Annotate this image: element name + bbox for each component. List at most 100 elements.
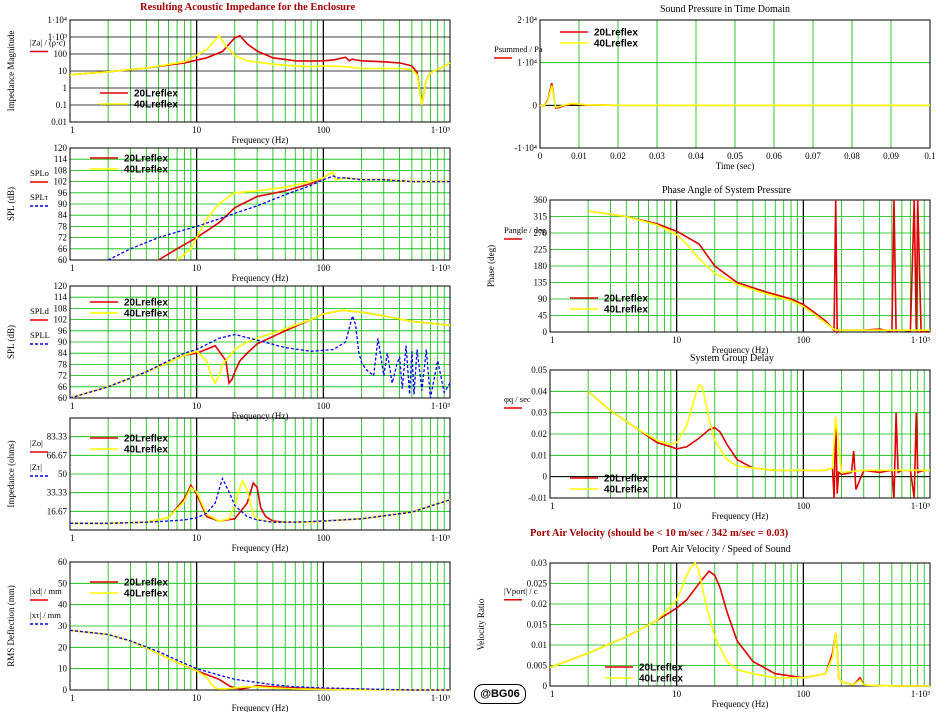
x-tick-label: 100 — [317, 263, 331, 273]
x-tick-label: 1 — [70, 533, 75, 543]
x-axis-label: Frequency (Hz) — [712, 345, 769, 355]
y-tick-label: 0 — [543, 327, 548, 337]
y-tick-label: 1·10⁴ — [517, 58, 537, 68]
y-tick-label: 78 — [58, 221, 68, 231]
y-tick-label: 84 — [58, 210, 68, 220]
y-tick-label: 33.33 — [47, 488, 68, 498]
x-axis-label: Frequency (Hz) — [232, 411, 289, 421]
y-tick-label: 225 — [534, 245, 548, 255]
y-tick-label: 0.015 — [527, 620, 548, 630]
y-expression-label: SPLd — [30, 306, 50, 316]
y-tick-label: 0 — [533, 100, 538, 110]
y-expression-label: SPLo — [30, 168, 49, 178]
legend-label: 20Lreflex — [124, 434, 168, 445]
y-tick-label: 0.01 — [51, 117, 67, 127]
x-tick-label: 1 — [70, 125, 75, 135]
x-tick-label: 100 — [317, 533, 331, 543]
deflection-grid — [69, 561, 451, 691]
series-line-dashed — [70, 476, 451, 524]
series-line-20lreflex — [158, 171, 450, 261]
enclosure-impedance-title: Resulting Acoustic Impedance for the Enc… — [140, 2, 356, 13]
legend-label: 40Lreflex — [639, 674, 683, 685]
x-axis-label: Frequency (Hz) — [232, 543, 289, 553]
y-tick-label: 90 — [538, 294, 548, 304]
y-tick-label: 360 — [534, 195, 548, 205]
y-tick-label: 16.67 — [47, 506, 68, 516]
port-velocity-title: Port Air Velocity / Speed of Sound — [652, 544, 791, 555]
x-tick-label: 0 — [538, 151, 543, 161]
y-tick-label: 100 — [54, 49, 68, 59]
legend-label: 20Lreflex — [639, 663, 683, 674]
y-axis-label: Impedance Magnitude — [6, 31, 16, 112]
x-tick-label: 0.07 — [805, 151, 821, 161]
y-expression-label: |Zτ| — [30, 462, 42, 472]
legend-label: 20Lreflex — [604, 474, 648, 485]
legend-label: 20Lreflex — [604, 294, 648, 305]
phase-angle-title: Phase Angle of System Pressure — [662, 185, 791, 196]
x-tick-label: 0.06 — [766, 151, 782, 161]
y-tick-label: 40 — [58, 600, 68, 610]
y-tick-label: 0.05 — [531, 365, 547, 375]
y-tick-label: 180 — [534, 261, 548, 271]
y-expression-label: |xτ| / mm — [30, 610, 61, 620]
series-line-40lreflex — [69, 309, 451, 399]
y-tick-label: 114 — [54, 292, 68, 302]
y-expression-label: |xd| / mm — [30, 586, 62, 596]
y-expression-label: Pangle / deg — [504, 225, 547, 235]
y-tick-label: -0.01 — [528, 493, 547, 503]
x-tick-label: 1·10³ — [431, 401, 450, 411]
series-line-40lreflex — [587, 383, 930, 474]
x-axis-label: Frequency (Hz) — [712, 699, 769, 709]
y-tick-label: 84 — [58, 348, 68, 358]
legend-label: 40Lreflex — [124, 589, 168, 600]
y-axis-label: SPL (dB) — [6, 187, 16, 221]
y-tick-label: 60 — [58, 557, 68, 567]
x-tick-label: 1·10³ — [431, 125, 450, 135]
x-tick-label: 100 — [797, 335, 811, 345]
y-tick-label: 20 — [58, 642, 68, 652]
x-tick-label: 1·10³ — [431, 533, 450, 543]
series-line-20lreflex — [70, 481, 451, 525]
y-tick-label: 90 — [58, 337, 68, 347]
spl_2-frame — [69, 285, 451, 399]
series-line-40lreflex — [539, 85, 930, 108]
y-tick-label: 30 — [58, 621, 68, 631]
y-expression-label: |Za| / (ρ·c) — [30, 38, 66, 48]
x-axis-label: Frequency (Hz) — [232, 703, 289, 712]
impedance-chart: 1 10 100 1·10³ 16.67 33.33 50 66.67 83.33 Frequen… — [6, 417, 451, 553]
x-tick-label: 100 — [317, 693, 331, 703]
x-axis-label: Frequency (Hz) — [712, 511, 769, 521]
y-expression-label: |Vport| / c — [504, 586, 538, 596]
x-tick-label: 1·10³ — [431, 263, 450, 273]
y-tick-label: 60 — [58, 393, 68, 403]
y-tick-label: 96 — [58, 326, 68, 336]
acoustic_impedance-chart: 1 10 100 1·10³ 0.01 0.1 1 10 100 1·10³ 1·10⁴ Freque… — [6, 15, 451, 145]
y-tick-label: 102 — [54, 315, 68, 325]
y-tick-label: 72 — [58, 233, 67, 243]
x-tick-label: 10 — [192, 401, 202, 411]
group_delay-frame — [549, 369, 931, 499]
y-tick-label: 10 — [58, 66, 68, 76]
deflection-frame — [69, 561, 451, 691]
y-tick-label: 83.33 — [47, 432, 68, 442]
y-tick-label: 0.1 — [56, 100, 67, 110]
x-tick-label: 0.03 — [649, 151, 665, 161]
y-tick-label: 45 — [538, 311, 548, 321]
x-tick-label: 0.09 — [883, 151, 899, 161]
y-tick-label: 114 — [54, 154, 68, 164]
series-line-dashed — [107, 175, 450, 261]
x-tick-label: 0.08 — [844, 151, 860, 161]
series-line-40lreflex — [549, 561, 930, 687]
y-tick-label: 72 — [58, 371, 67, 381]
port_velocity-chart: 1 10 100 1·10³ 0 0.005 0.01 0.015 0.02 0.025 0.03 F… — [476, 558, 931, 709]
series-line-20lreflex — [69, 309, 451, 399]
y-tick-label: 0.01 — [531, 450, 547, 460]
legend-label: 40Lreflex — [124, 165, 168, 176]
x-tick-label: 1 — [550, 501, 555, 511]
x-tick-label: 100 — [317, 401, 331, 411]
x-axis-label: Frequency (Hz) — [232, 135, 289, 145]
legend-label: 40Lreflex — [124, 309, 168, 320]
